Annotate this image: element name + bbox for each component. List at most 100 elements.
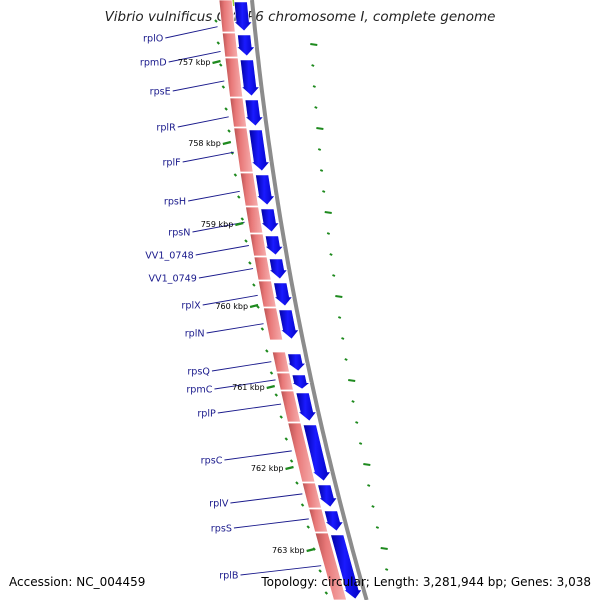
label-leader-line — [202, 294, 258, 306]
gene-label-rplp[interactable]: rplP — [197, 409, 216, 420]
minor-tick — [214, 19, 218, 23]
gc-mark — [341, 337, 345, 340]
gene-arrow[interactable] — [302, 424, 332, 482]
label-leader-line — [217, 403, 282, 414]
gc-mark — [311, 64, 315, 67]
gc-mark — [380, 547, 388, 550]
minor-tick — [279, 415, 283, 419]
gene-label-vv1-0748[interactable]: VV1_0748 — [145, 251, 193, 262]
gene-label-rpsq[interactable]: rpsQ — [187, 367, 210, 378]
minor-tick — [244, 239, 248, 243]
gene-label-vv1-0749[interactable]: VV1_0749 — [148, 274, 196, 285]
position-label: 759 kbp — [201, 220, 234, 229]
label-leader-line — [172, 80, 225, 92]
gc-mark — [358, 442, 363, 445]
position-label: 763 kbp — [272, 546, 305, 555]
gene-arrow[interactable] — [290, 374, 311, 390]
major-tick — [249, 303, 259, 309]
gene-arrow[interactable] — [255, 174, 276, 206]
gene-label-rplx[interactable]: rplX — [181, 301, 201, 312]
gene-label-rpsh[interactable]: rpsH — [164, 197, 186, 208]
minor-tick — [227, 129, 231, 133]
gene-arrow[interactable] — [268, 258, 288, 280]
label-leader-line — [188, 190, 240, 202]
gc-mark — [348, 379, 356, 382]
cds-segment — [271, 351, 290, 373]
gene-arrow[interactable] — [330, 534, 363, 600]
gene-arrow[interactable] — [295, 392, 317, 422]
tick-marks — [214, 19, 329, 595]
minor-tick — [274, 393, 278, 397]
gene-label-rplb[interactable]: rplB — [219, 571, 238, 582]
position-label: 761 kbp — [232, 383, 265, 392]
position-label: 762 kbp — [251, 464, 284, 473]
gene-label-rplo[interactable]: rplO — [143, 34, 164, 45]
gc-mark — [335, 295, 343, 298]
minor-tick — [300, 503, 305, 507]
label-leader-line — [195, 245, 249, 256]
position-labels: 757 kbp 758 kbp 759 kbp 760 kbp 761 kbp 762 k… — [178, 58, 315, 555]
gene-arrow[interactable] — [260, 208, 280, 233]
cds-track — [218, 0, 348, 600]
gene-arrow[interactable] — [278, 309, 300, 340]
cds-segment — [245, 206, 264, 234]
major-tick — [266, 384, 275, 390]
label-leader-line — [214, 379, 276, 390]
gene-arrow[interactable] — [244, 99, 264, 127]
gene-track — [233, 1, 363, 600]
minor-tick — [248, 261, 252, 265]
gene-labels: rplO rpmD rpsE rplR rplF rpsH rpsN VV1_0748 VV1_… — [140, 26, 322, 582]
position-label: 760 kbp — [215, 302, 248, 311]
cds-segment — [218, 0, 236, 33]
map-title: Vibrio vulnificus CMCP6 chromosome I, co… — [104, 9, 496, 25]
gc-mark — [326, 232, 331, 235]
label-leader-line — [211, 361, 272, 372]
gene-arrow[interactable] — [264, 235, 284, 256]
gene-arrow[interactable] — [233, 1, 253, 32]
minor-tick — [295, 481, 299, 485]
gene-arrow[interactable] — [239, 59, 261, 97]
cds-segment — [257, 280, 277, 308]
gene-arrow[interactable] — [236, 34, 256, 57]
minor-tick — [265, 349, 269, 353]
minor-tick — [252, 283, 256, 287]
gene-label-rplf[interactable]: rplF — [162, 158, 180, 169]
gene-label-rpse[interactable]: rpsE — [150, 87, 171, 98]
minor-tick — [233, 173, 238, 177]
backbone-arc — [250, 0, 369, 600]
gc-mark — [344, 358, 348, 361]
gene-label-rplr[interactable]: rplR — [156, 123, 176, 134]
minor-tick — [219, 63, 223, 67]
gc-mark — [371, 505, 375, 508]
major-tick — [235, 221, 244, 227]
gc-mark — [314, 106, 318, 109]
gene-label-rpsc[interactable]: rpsC — [201, 456, 223, 467]
backbone-line — [250, 0, 369, 600]
minor-tick — [256, 305, 260, 309]
gene-label-rpsn[interactable]: rpsN — [168, 228, 190, 239]
cds-segment — [287, 422, 316, 483]
gc-mark — [319, 169, 324, 172]
cds-segment — [224, 57, 244, 98]
minor-tick — [324, 591, 329, 595]
cds-segment — [221, 32, 239, 58]
label-leader-line — [182, 151, 234, 163]
gene-arrow[interactable] — [286, 353, 307, 372]
gene-label-rpmd[interactable]: rpmD — [140, 58, 167, 69]
cds-segment — [229, 97, 248, 128]
accession-label: Accession: NC_004459 — [9, 575, 146, 589]
gene-arrow[interactable] — [273, 282, 293, 307]
gene-label-rpss[interactable]: rpsS — [211, 524, 232, 535]
cds-segment — [249, 233, 268, 257]
gene-arrow[interactable] — [248, 129, 271, 172]
gene-label-rpln[interactable]: rplN — [185, 329, 205, 340]
minor-tick — [284, 437, 289, 441]
gene-arrow[interactable] — [317, 484, 338, 508]
gene-label-rpmc[interactable]: rpmC — [186, 385, 212, 396]
gc-mark — [363, 463, 371, 466]
label-leader-line — [168, 51, 221, 63]
gene-label-rplv[interactable]: rplV — [209, 499, 229, 510]
gene-arrow[interactable] — [323, 510, 344, 532]
minor-tick — [237, 195, 241, 199]
gc-mark — [310, 43, 318, 46]
